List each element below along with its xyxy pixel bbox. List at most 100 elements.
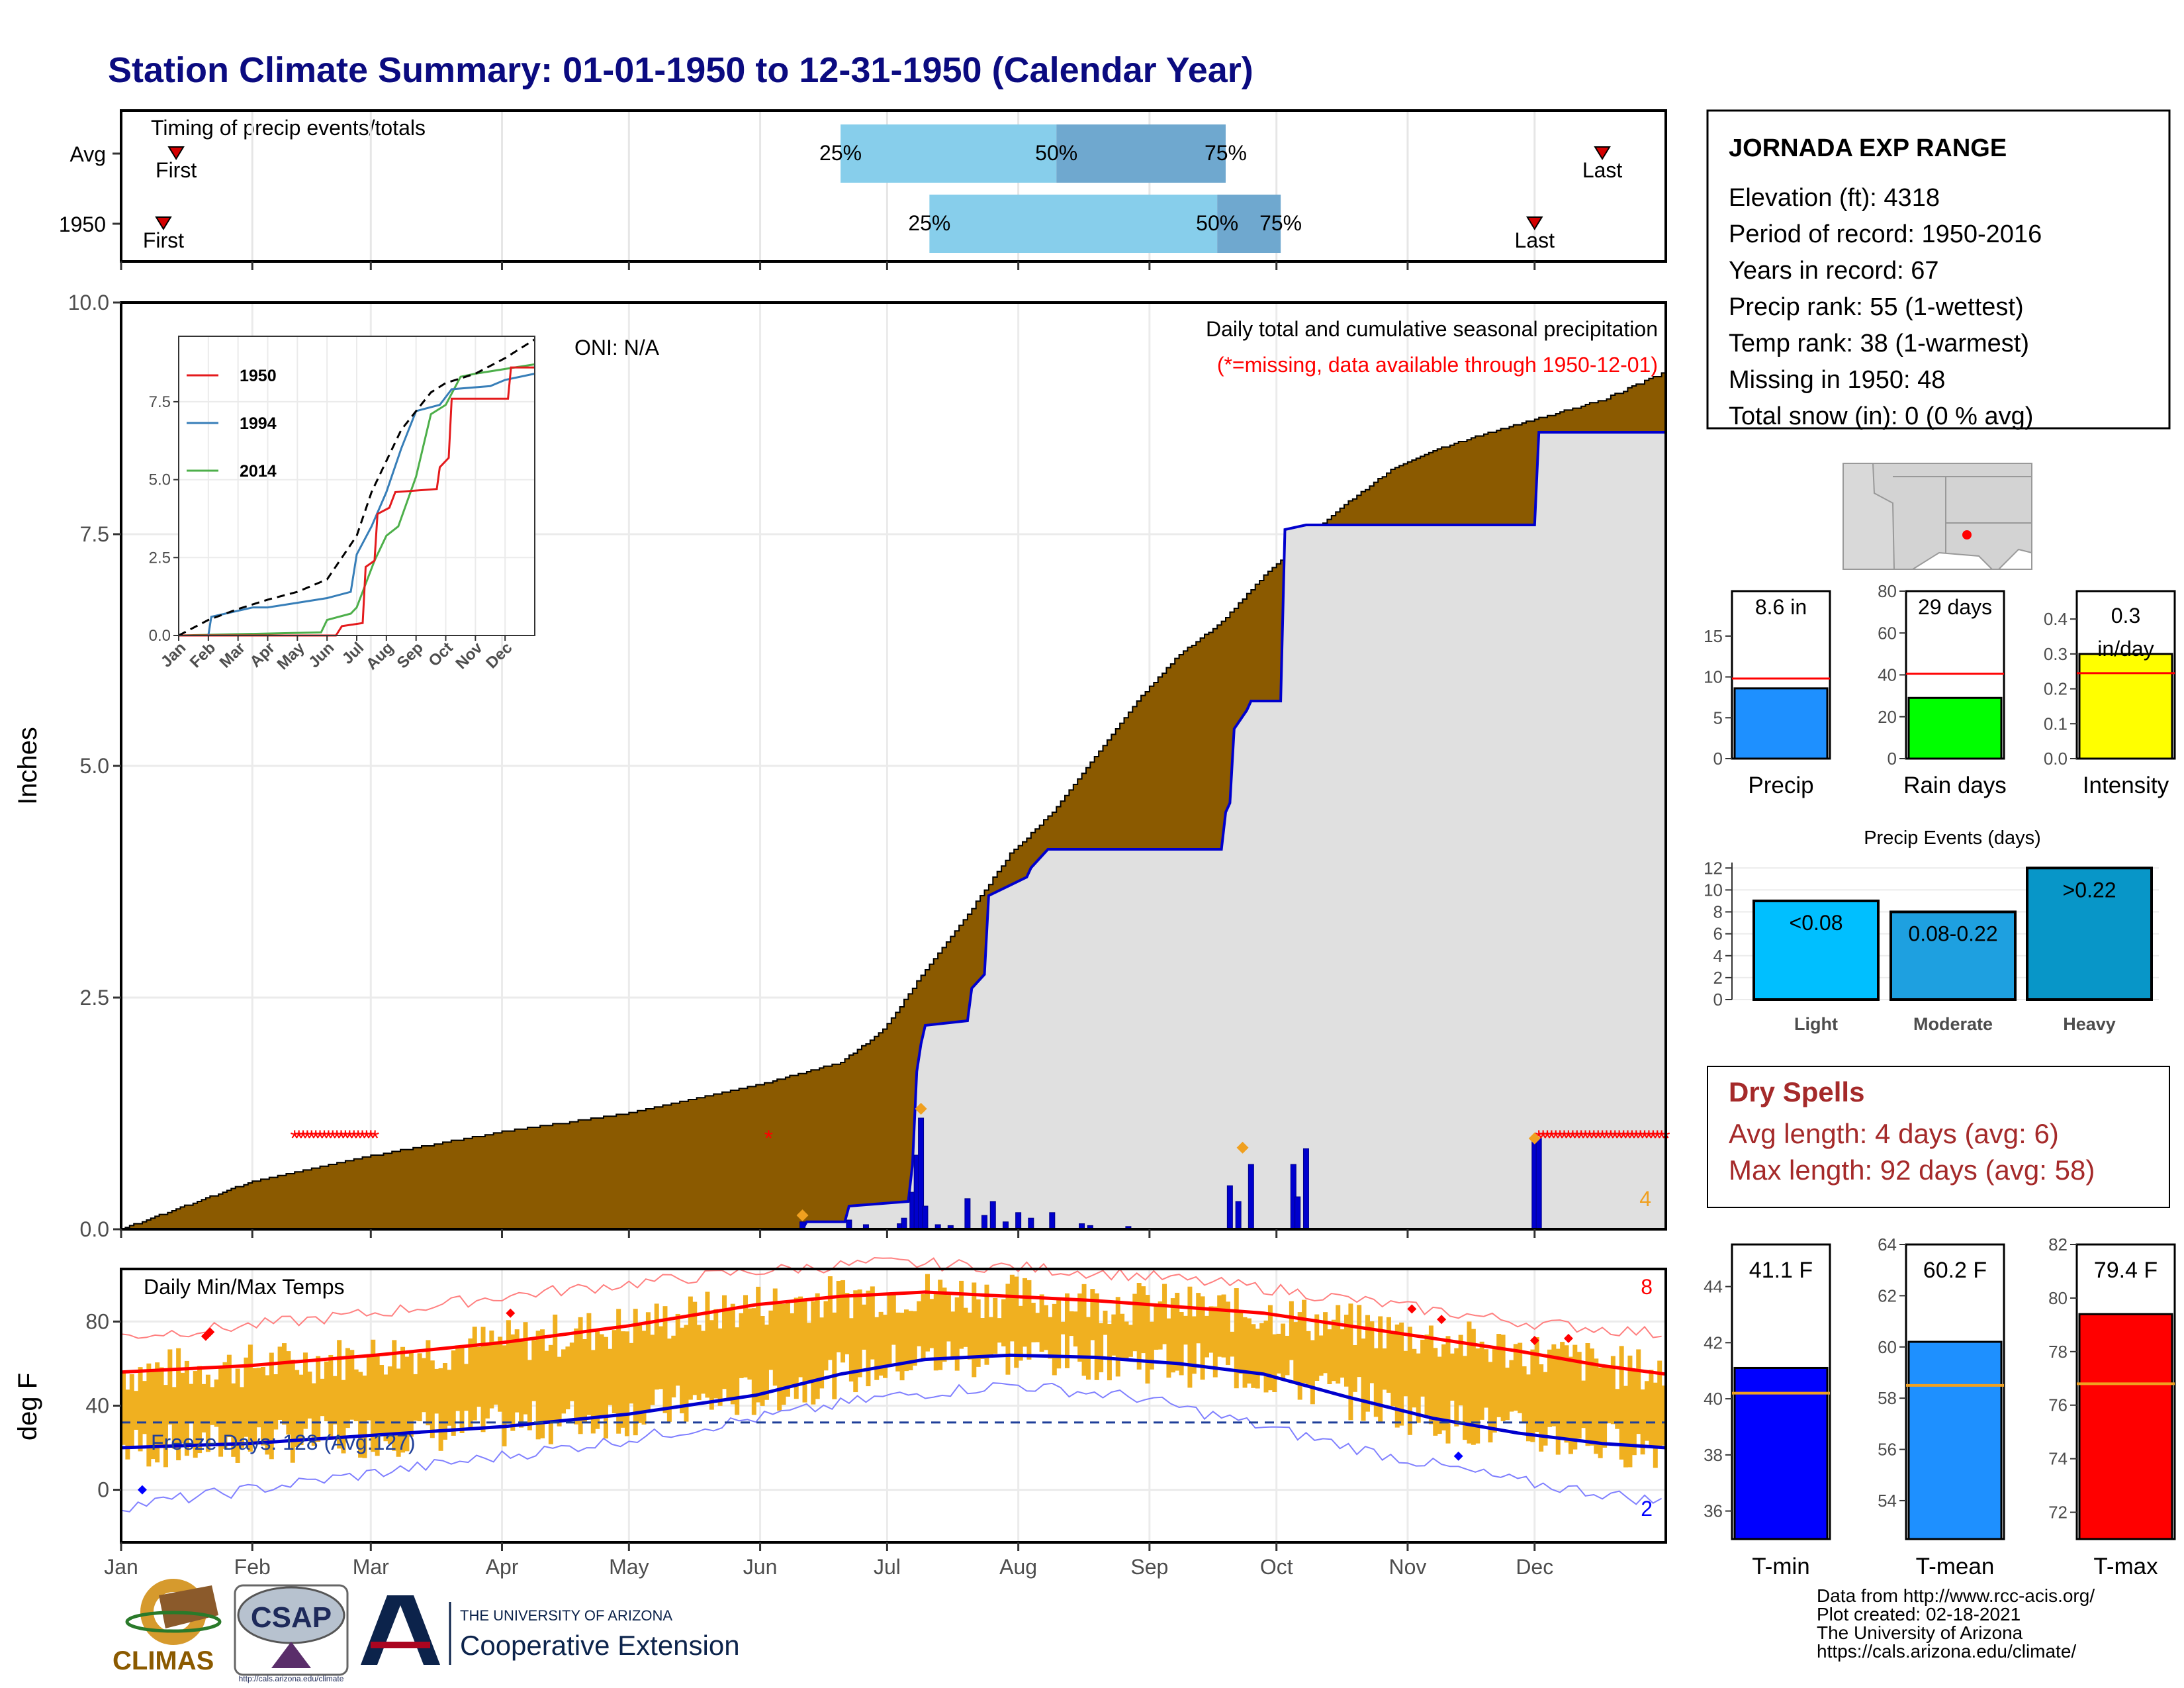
daily-temp-range-bar	[578, 1317, 583, 1434]
temp-bar-y-tick-label: 38	[1704, 1445, 1723, 1465]
daily-precip-bar	[989, 1201, 996, 1230]
daily-temp-range-bar	[400, 1346, 406, 1453]
inset-series-1994	[179, 373, 535, 637]
daily-temp-range-bar	[527, 1360, 532, 1430]
events-y-tick-label: 2	[1713, 968, 1723, 988]
credit-line-2: Plot created: 02-18-2021	[1817, 1604, 2021, 1624]
mini-bar-precip	[1733, 687, 1829, 760]
daily-temp-range-bar	[1378, 1316, 1383, 1422]
missing-day-marker: *	[1632, 1126, 1641, 1151]
daily-temp-range-bar	[150, 1370, 156, 1460]
daily-temp-range-bar	[1572, 1344, 1578, 1450]
missing-day-marker: *	[1649, 1126, 1657, 1151]
daily-temp-range-bar	[1069, 1311, 1074, 1336]
missing-day-marker: *	[1657, 1126, 1666, 1151]
mini-bar-label: Intensity	[2083, 773, 2169, 798]
daily-temp-range-bar	[616, 1309, 621, 1434]
daily-temp-range-bar	[608, 1348, 613, 1405]
missing-day-marker: *	[362, 1126, 371, 1151]
daily-temp-range-bar	[1394, 1324, 1400, 1428]
events-category-label: Light	[1794, 1014, 1838, 1034]
daily-temp-range-bar	[1560, 1342, 1565, 1438]
daily-temp-range-bar	[1467, 1321, 1472, 1444]
timing-row-label: Avg	[69, 142, 106, 166]
events-bar-label: <0.08	[1790, 911, 1843, 935]
mini-bar-y-tick-label: 15	[1704, 626, 1723, 646]
daily-temp-range-bar	[997, 1318, 1002, 1343]
temp-panel-title: Daily Min/Max Temps	[144, 1275, 344, 1299]
mini-bar-label: Precip	[1748, 773, 1813, 798]
daily-temp-range-bar	[1509, 1360, 1514, 1412]
daily-temp-range-bar	[408, 1352, 414, 1437]
daily-temp-range-bar	[121, 1372, 126, 1445]
daily-temp-range-bar	[785, 1302, 790, 1397]
daily-temp-range-bar	[1081, 1284, 1087, 1376]
daily-temp-range-bar	[713, 1309, 719, 1399]
daily-temp-range-bar	[477, 1346, 482, 1407]
daily-temp-range-bar	[193, 1371, 198, 1458]
daily-temp-range-bar	[371, 1339, 376, 1452]
daily-temp-range-bar	[1323, 1312, 1328, 1374]
precip-y-axis-label: Inches	[13, 727, 42, 805]
daily-temp-range-bar	[574, 1328, 579, 1425]
daily-temp-range-bar	[938, 1280, 943, 1370]
daily-temp-range-bar	[1390, 1333, 1396, 1407]
daily-temp-range-bar	[1479, 1341, 1484, 1420]
daily-temp-range-bar	[1056, 1297, 1062, 1369]
temp-bar-label: T-min	[1752, 1554, 1810, 1579]
daily-temp-range-bar	[1412, 1348, 1417, 1408]
daily-temp-range-bar	[827, 1276, 833, 1360]
daily-temp-range-bar	[426, 1340, 431, 1426]
timing-q75-label: 75%	[1259, 211, 1302, 235]
daily-temp-range-bar	[1246, 1318, 1251, 1384]
daily-temp-range-bar	[1505, 1368, 1510, 1421]
missing-day-marker: *	[1611, 1126, 1619, 1151]
daily-temp-range-bar	[768, 1310, 774, 1370]
daily-temp-range-bar	[290, 1360, 295, 1463]
inset-series-1950	[179, 366, 535, 637]
credit-line-1: Data from http://www.rcc-acis.org/	[1817, 1585, 2095, 1606]
temp-bar-y-tick-label: 42	[1704, 1333, 1723, 1352]
precip-missing-note: (*=missing, data available through 1950-…	[1217, 353, 1658, 377]
daily-temp-range-bar	[1589, 1348, 1594, 1446]
inset-y-tick-label: 0.0	[149, 627, 171, 645]
mini-bar-intensity	[2078, 653, 2173, 760]
daily-temp-range-bar	[163, 1385, 168, 1468]
daily-temp-range-bar	[1344, 1315, 1349, 1387]
daily-temp-range-bar	[447, 1370, 452, 1426]
daily-temp-range-bar	[586, 1313, 592, 1415]
extreme-precip-marker	[1528, 1132, 1541, 1145]
daily-temp-range-bar	[235, 1368, 240, 1463]
daily-temp-range-bar	[1310, 1340, 1315, 1405]
events-y-tick-label: 12	[1704, 858, 1723, 878]
missing-day-marker: *	[324, 1126, 333, 1151]
temp-bar-y-tick-label: 56	[1878, 1440, 1897, 1460]
temp-bar-y-tick-label: 64	[1878, 1235, 1897, 1254]
year-cumulative-line	[121, 431, 1666, 1231]
daily-temp-range-bar	[1175, 1292, 1180, 1371]
precip-y-tick-label: 5.0	[80, 754, 109, 778]
daily-temp-range-bar	[375, 1355, 380, 1456]
daily-temp-range-bar	[980, 1318, 985, 1359]
temp-bar-value: 79.4 F	[2094, 1258, 2158, 1283]
daily-temp-range-bar	[1158, 1301, 1163, 1350]
daily-temp-range-bar	[1128, 1325, 1133, 1357]
daily-temp-range-bar	[1314, 1314, 1320, 1381]
daily-temp-range-bar	[362, 1376, 367, 1458]
daily-temp-range-bar	[1518, 1342, 1523, 1413]
daily-temp-range-bar	[747, 1308, 752, 1380]
daily-temp-range-bar	[1547, 1349, 1552, 1427]
missing-day-marker: *	[333, 1126, 341, 1151]
daily-temp-range-bar	[295, 1370, 300, 1447]
daily-temp-range-bar	[1555, 1348, 1561, 1455]
record-min-line	[120, 1382, 1662, 1513]
mini-bar-y-tick-label: 0.1	[2044, 714, 2068, 733]
daily-temp-range-bar	[218, 1368, 224, 1457]
daily-temp-range-bar	[1420, 1339, 1426, 1397]
record-high-marker	[1563, 1333, 1573, 1343]
daily-temp-range-bar	[1445, 1336, 1451, 1444]
daily-temp-range-bar	[666, 1338, 672, 1422]
events-bar-heavy	[2026, 867, 2153, 1002]
mini-bar-y-tick-label: 0	[1888, 749, 1897, 769]
missing-day-marker: *	[1598, 1126, 1606, 1151]
